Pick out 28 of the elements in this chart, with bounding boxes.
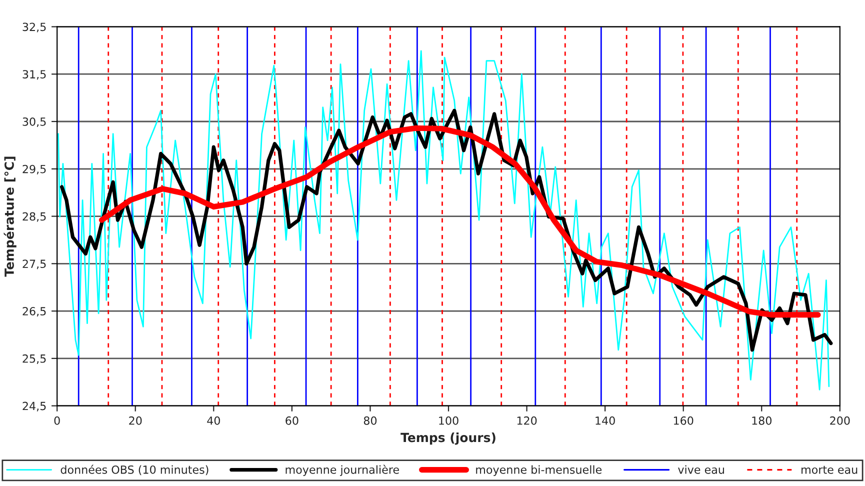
- line-series: [58, 50, 830, 390]
- legend-label: moyenne journalière: [286, 464, 399, 476]
- legend-label: données OBS (10 minutes): [60, 464, 208, 476]
- x-tick-label: 100: [439, 416, 458, 425]
- y-tick-label: 31,5: [22, 70, 46, 80]
- y-tick-label: 24,5: [22, 402, 46, 412]
- x-tick-label: 180: [752, 416, 772, 425]
- x-axis-title: Temps (jours): [400, 432, 496, 445]
- y-tick-label: 30,5: [22, 117, 46, 128]
- legend-label: vive eau: [678, 465, 724, 474]
- legend-label: moyenne bi-mensuelle: [476, 465, 602, 476]
- y-tick-label: 28,5: [22, 212, 46, 222]
- y-tick-label: 26,5: [22, 307, 46, 317]
- x-tick-label: 60: [286, 416, 298, 425]
- x-tick-label: 200: [830, 416, 850, 425]
- y-tick-label: 25,5: [22, 354, 46, 364]
- x-tick-label: 20: [129, 416, 142, 425]
- legend-label: morte eau: [802, 466, 858, 474]
- x-tick-label: 80: [364, 416, 377, 425]
- x-tick-label: 40: [207, 416, 220, 425]
- x-tick-label: 160: [674, 416, 694, 425]
- y-tick-label: 32,5: [22, 22, 46, 32]
- y-tick-label: 27,5: [22, 260, 46, 270]
- x-tick-label: 120: [517, 416, 537, 425]
- x-tick-label: 140: [596, 416, 615, 425]
- y-axis-title: Température [°C]: [4, 156, 16, 277]
- x-tick-label: 0: [54, 416, 60, 425]
- y-tick-label: 29,5: [22, 164, 46, 174]
